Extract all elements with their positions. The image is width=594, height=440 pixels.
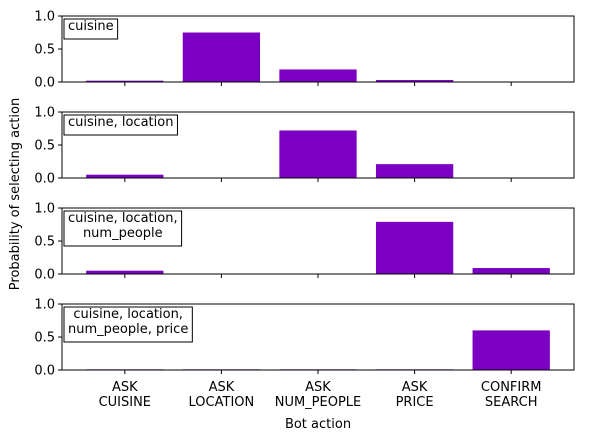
- subplot-2: 0.0 0.5 1.0 cuisine, location: [34, 106, 575, 187]
- panel-label: cuisine, location,num_people: [63, 210, 183, 247]
- y-tick-label: 0.5: [34, 139, 55, 154]
- panel-label: cuisine: [63, 18, 119, 40]
- x-tick-labels: ASKCUISINEASKLOCATIONASKNUM_PEOPLEASKPRI…: [99, 380, 542, 410]
- panel-label-text: num_people: [83, 226, 163, 241]
- y-tick-label: 1.0: [34, 298, 55, 313]
- y-tick-label: 1.0: [34, 106, 55, 121]
- x-tick-label: ASK: [402, 380, 428, 395]
- subplots: 0.0 0.5 1.0 cuisine 0.0 0.5 1.0 cuisine, locati…: [34, 10, 575, 379]
- x-tick-label: LOCATION: [189, 395, 255, 410]
- x-tick-label: ASK: [209, 380, 235, 395]
- y-tick-label: 0.0: [34, 76, 55, 91]
- panel-label-text: num_people, price: [68, 322, 188, 337]
- x-tick-label: ASK: [112, 380, 138, 395]
- y-tick-label: 1.0: [34, 10, 55, 25]
- x-tick-label: NUM_PEOPLE: [275, 395, 362, 410]
- panel-label-text: cuisine, location,: [68, 211, 178, 226]
- bar-3-1: [86, 270, 164, 274]
- bar-2-3: [279, 130, 357, 178]
- x-axis-label: Bot action: [285, 417, 351, 432]
- bar-3-4: [375, 221, 454, 274]
- bar-4-5: [472, 330, 550, 370]
- y-tick-label: 0.5: [34, 331, 55, 346]
- y-tick-label: 0.0: [34, 172, 55, 187]
- y-tick-label: 0.0: [34, 268, 55, 283]
- bar-1-4: [375, 80, 454, 82]
- panel-label-text: cuisine: [68, 19, 114, 34]
- x-tick-label: SEARCH: [485, 395, 538, 410]
- panel-label-text: cuisine, location: [68, 115, 173, 130]
- y-axis-label: Probability of selecting action: [8, 98, 23, 290]
- x-tick-label: PRICE: [396, 395, 434, 410]
- bar-1-3: [279, 69, 357, 82]
- x-tick-label: CONFIRM: [481, 380, 542, 395]
- panel-label-text: cuisine, location,: [73, 307, 183, 322]
- bar-3-5: [472, 268, 550, 274]
- x-tick-label: ASK: [305, 380, 331, 395]
- bar-2-1: [86, 174, 164, 178]
- y-tick-label: 0.5: [34, 43, 55, 58]
- bar-1-2: [182, 32, 261, 82]
- subplot-1: 0.0 0.5 1.0 cuisine: [34, 10, 575, 91]
- subplot-3: 0.0 0.5 1.0 cuisine, location,num_people: [34, 202, 575, 283]
- y-tick-label: 0.5: [34, 235, 55, 250]
- y-tick-label: 1.0: [34, 202, 55, 217]
- subplot-4: 0.0 0.5 1.0 cuisine, location,num_people, p…: [34, 298, 575, 379]
- bar-2-4: [375, 164, 454, 178]
- panel-label: cuisine, location: [63, 114, 178, 136]
- panel-label: cuisine, location,num_people, price: [63, 306, 193, 343]
- y-tick-label: 0.0: [34, 364, 55, 379]
- bar-1-1: [86, 80, 164, 82]
- x-tick-label: CUISINE: [99, 395, 151, 410]
